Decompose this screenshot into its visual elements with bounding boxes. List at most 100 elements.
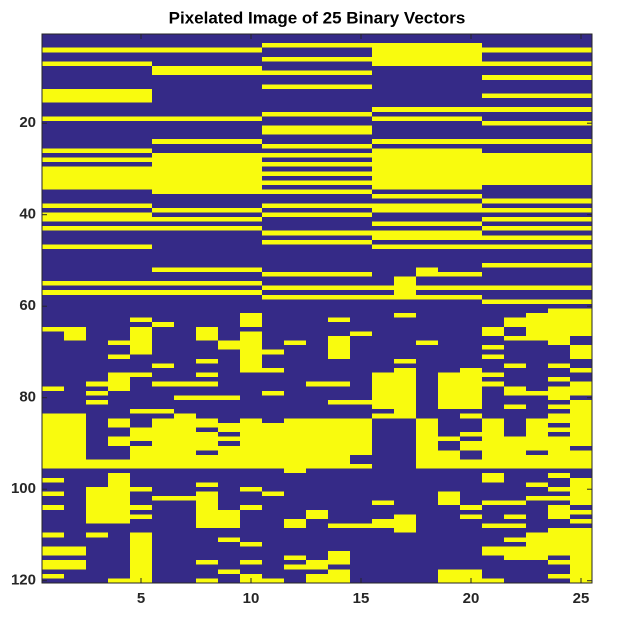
cell [196, 171, 219, 177]
cell [350, 326, 373, 332]
cell [152, 454, 175, 460]
cell [416, 331, 439, 337]
cell [174, 52, 197, 58]
cell [152, 171, 175, 177]
cell [218, 427, 241, 433]
cell [64, 573, 87, 579]
cell [548, 427, 571, 433]
cell [526, 313, 549, 319]
cell [108, 43, 131, 49]
cell [130, 249, 153, 254]
cell [306, 271, 329, 277]
cell [548, 491, 571, 497]
cell [152, 541, 175, 547]
cell [526, 573, 549, 579]
cell [460, 564, 483, 570]
cell [394, 125, 417, 131]
cell [240, 303, 263, 309]
cell [42, 262, 65, 268]
cell [64, 61, 87, 67]
cell [174, 143, 197, 149]
cell [350, 464, 373, 470]
cell [152, 500, 175, 506]
cell [42, 271, 65, 277]
cell [218, 404, 241, 410]
cell [416, 537, 439, 543]
cell [218, 290, 241, 296]
cell [394, 198, 417, 204]
cell [64, 450, 87, 456]
cell [130, 281, 153, 287]
cell [174, 377, 197, 383]
cell [284, 262, 307, 268]
cell [526, 253, 549, 259]
cell [482, 468, 505, 474]
cell [174, 400, 197, 405]
cell [570, 157, 593, 163]
cell [548, 230, 571, 236]
cell [108, 331, 131, 337]
cell [130, 354, 153, 360]
cell [482, 573, 505, 579]
cell [570, 221, 593, 227]
cell [504, 152, 527, 158]
cell [130, 189, 153, 195]
cell [196, 358, 219, 364]
cell [42, 345, 65, 351]
cell [108, 560, 131, 566]
cell [482, 88, 505, 94]
cell [262, 47, 285, 53]
cell [108, 404, 131, 410]
cell [372, 509, 395, 515]
cell [548, 79, 571, 85]
cell [526, 111, 549, 117]
cell [196, 75, 219, 81]
cell [108, 271, 131, 277]
cell [218, 139, 241, 145]
cell [438, 377, 461, 383]
cell [328, 258, 351, 264]
cell [460, 244, 483, 250]
cell [86, 217, 109, 222]
cell [438, 189, 461, 195]
cell [42, 523, 65, 529]
cell [86, 390, 109, 396]
cell [526, 194, 549, 200]
cell [64, 166, 87, 172]
cell [306, 134, 329, 140]
cell [504, 477, 527, 483]
cell [350, 162, 373, 168]
cell [482, 555, 505, 561]
cell [240, 61, 263, 67]
cell [350, 84, 373, 90]
cell [262, 239, 285, 245]
cell [328, 143, 351, 149]
cell [174, 473, 197, 479]
cell [64, 79, 87, 85]
cell [504, 427, 527, 433]
cell [350, 171, 373, 177]
cell [482, 143, 505, 149]
cell [86, 262, 109, 268]
cell [416, 459, 439, 465]
cell [196, 335, 219, 341]
cell [328, 432, 351, 437]
cell [108, 395, 131, 401]
cell [262, 349, 285, 355]
cell [64, 111, 87, 117]
cell [350, 93, 373, 99]
cell [64, 235, 87, 241]
cell [196, 111, 219, 117]
cell [306, 276, 329, 282]
cell [108, 518, 131, 524]
cell [240, 491, 263, 497]
cell [42, 331, 65, 337]
cell [416, 340, 439, 346]
cell [504, 194, 527, 200]
cell [306, 523, 329, 529]
cell [548, 358, 571, 364]
cell [482, 464, 505, 470]
cell [394, 500, 417, 506]
cell [284, 299, 307, 305]
cell [152, 139, 175, 145]
